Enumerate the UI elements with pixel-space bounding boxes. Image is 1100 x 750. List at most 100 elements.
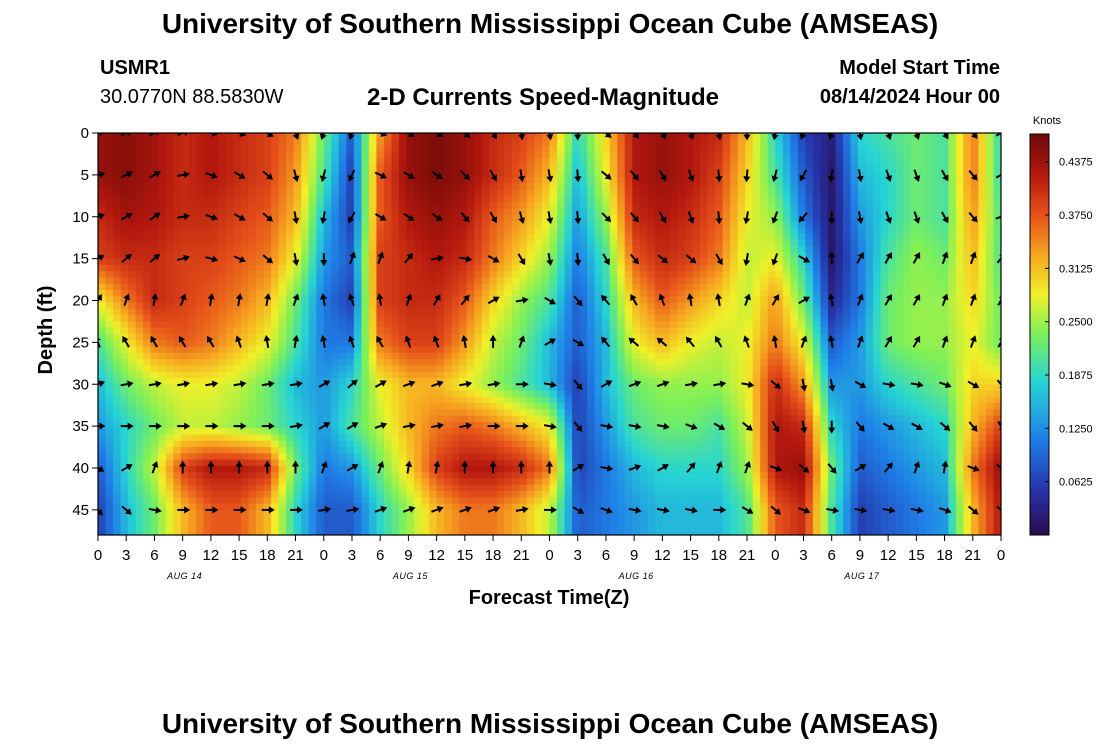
heatmap-cell bbox=[587, 271, 596, 279]
heatmap-cell bbox=[210, 139, 220, 147]
heatmap-cell bbox=[850, 202, 859, 209]
heatmap-cell bbox=[880, 340, 889, 348]
heatmap-cell bbox=[481, 302, 490, 310]
heatmap-cell bbox=[511, 264, 521, 272]
heatmap-cell bbox=[383, 359, 393, 367]
heatmap-cell bbox=[955, 258, 964, 266]
heatmap-cell bbox=[120, 359, 129, 367]
heatmap-cell bbox=[970, 290, 980, 297]
heatmap-cell bbox=[970, 283, 980, 291]
heatmap-cell bbox=[459, 327, 468, 335]
heatmap-cell bbox=[700, 246, 709, 253]
heatmap-cell bbox=[203, 202, 212, 209]
heatmap-cell bbox=[271, 346, 280, 354]
heatmap-cell bbox=[888, 151, 897, 159]
heatmap-cell bbox=[128, 277, 137, 285]
heatmap-cell bbox=[564, 258, 573, 266]
heatmap-cell bbox=[421, 233, 430, 241]
heatmap-cell bbox=[910, 371, 919, 379]
heatmap-cell bbox=[383, 384, 393, 392]
heatmap-cell bbox=[564, 189, 573, 197]
heatmap-cell bbox=[677, 315, 686, 323]
heatmap-cell bbox=[338, 352, 347, 360]
heatmap-cell bbox=[436, 208, 445, 216]
heatmap-cell bbox=[105, 252, 114, 260]
heatmap-cell bbox=[271, 371, 280, 379]
heatmap-cell bbox=[970, 176, 980, 184]
heatmap-cell bbox=[233, 227, 242, 235]
heatmap-cell bbox=[752, 158, 761, 166]
heatmap-cell bbox=[745, 290, 754, 297]
heatmap-cell bbox=[399, 271, 408, 279]
heatmap-cell bbox=[722, 133, 731, 140]
heatmap-cell bbox=[316, 239, 325, 247]
heatmap-cell bbox=[188, 321, 197, 329]
heatmap-cell bbox=[511, 290, 521, 297]
heatmap-cell bbox=[835, 195, 844, 203]
heatmap-cell bbox=[572, 158, 581, 166]
heatmap-cell bbox=[444, 340, 453, 348]
heatmap-cell bbox=[301, 390, 310, 398]
heatmap-cell bbox=[316, 365, 325, 373]
heatmap-cell bbox=[782, 139, 791, 147]
heatmap-cell bbox=[767, 195, 776, 203]
heatmap-cell bbox=[602, 321, 611, 329]
heatmap-cell bbox=[790, 164, 799, 172]
heatmap-cell bbox=[203, 246, 212, 253]
heatmap-cell bbox=[572, 315, 581, 323]
heatmap-cell bbox=[391, 233, 400, 241]
heatmap-cell bbox=[421, 290, 430, 297]
heatmap-cell bbox=[948, 384, 957, 392]
heatmap-cell bbox=[353, 384, 362, 392]
heatmap-cell bbox=[549, 346, 558, 354]
heatmap-cell bbox=[534, 233, 543, 241]
heatmap-cell bbox=[873, 365, 882, 373]
heatmap-cell bbox=[248, 195, 257, 203]
heatmap-cell bbox=[617, 170, 626, 178]
heatmap-cell bbox=[489, 359, 498, 367]
heatmap-cell bbox=[730, 158, 739, 166]
heatmap-cell bbox=[602, 384, 611, 392]
heatmap-cell bbox=[135, 359, 144, 367]
heatmap-cell bbox=[158, 202, 167, 209]
heatmap-cell bbox=[225, 334, 235, 341]
heatmap-cell bbox=[888, 220, 897, 228]
heatmap-cell bbox=[662, 151, 671, 159]
heatmap-cell bbox=[835, 296, 844, 304]
heatmap-cell bbox=[639, 158, 648, 166]
heatmap-cell bbox=[918, 208, 927, 216]
heatmap-cell bbox=[978, 302, 987, 310]
heatmap-cell bbox=[203, 296, 212, 304]
heatmap-cell bbox=[895, 176, 904, 184]
heatmap-cell bbox=[399, 239, 408, 247]
heatmap-cell bbox=[910, 264, 919, 272]
heatmap-cell bbox=[662, 371, 671, 379]
heatmap-cell bbox=[233, 352, 242, 360]
heatmap-cell bbox=[240, 384, 250, 392]
heatmap-cell bbox=[338, 239, 347, 247]
heatmap-cell bbox=[541, 164, 551, 172]
heatmap-cell bbox=[203, 271, 212, 279]
heatmap-cell bbox=[361, 183, 370, 191]
heatmap-cell bbox=[775, 277, 784, 285]
heatmap-cell bbox=[564, 334, 573, 341]
heatmap-cell bbox=[782, 183, 791, 191]
heatmap-cell bbox=[715, 164, 724, 172]
heatmap-cell bbox=[256, 315, 265, 323]
heatmap-cell bbox=[752, 139, 761, 147]
heatmap-cell bbox=[248, 352, 257, 360]
heatmap-cell bbox=[113, 283, 122, 291]
heatmap-cell bbox=[113, 296, 122, 304]
heatmap-cell bbox=[880, 189, 889, 197]
heatmap-cell bbox=[805, 283, 814, 291]
heatmap-cell bbox=[587, 220, 596, 228]
heatmap-cell bbox=[978, 151, 987, 159]
heatmap-cell bbox=[805, 252, 814, 260]
heatmap-cell bbox=[526, 233, 536, 241]
heatmap-cell bbox=[474, 239, 483, 247]
heatmap-cell bbox=[594, 133, 603, 140]
heatmap-cell bbox=[888, 327, 897, 335]
heatmap-cell bbox=[579, 384, 588, 392]
heatmap-cell bbox=[737, 139, 746, 147]
heatmap-cell bbox=[873, 202, 882, 209]
